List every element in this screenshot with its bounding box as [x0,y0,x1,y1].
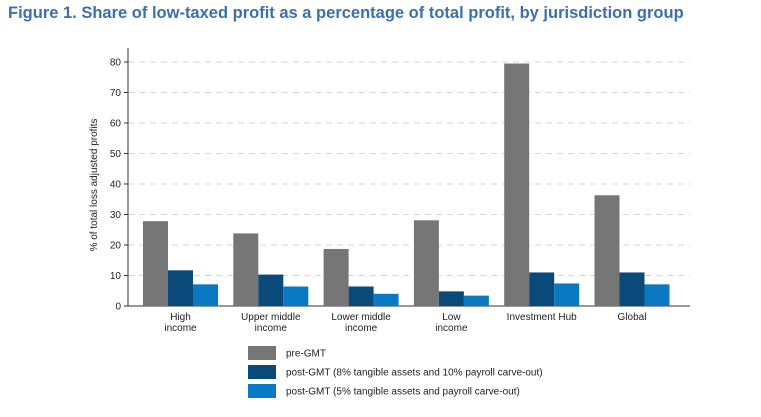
bar [283,286,309,306]
x-tick-label: Lower middle income [331,312,391,334]
bars [143,63,670,307]
y-tick-label: 70 [110,88,122,99]
legend-swatch [248,384,276,398]
chart-title: Figure 1. Share of low-taxed profit as a… [8,4,684,22]
bar [529,272,555,306]
bar [438,291,464,306]
y-tick-label: 60 [110,119,122,130]
x-tick-label: High income [164,312,197,334]
bar [323,248,349,306]
legend: pre-GMT post-GMT (8% tangible assets and … [248,346,543,398]
bar [463,295,489,306]
legend-label: post-GMT (8% tangible assets and 10% pay… [286,368,543,379]
legend-swatch [248,346,276,360]
bar [619,272,645,306]
legend-label: post-GMT (5% tangible assets and payroll… [286,387,520,398]
y-tick-label: 50 [110,149,122,160]
bar [193,284,218,306]
x-tick-label: Upper middle income [241,312,301,334]
y-tick-label: 10 [110,271,122,282]
bar [233,233,259,306]
x-tick-label: Global [618,312,647,323]
y-tick-label: 0 [115,302,121,313]
y-axis-label: % of total loss adjusted profits [89,119,100,252]
y-tick-label: 20 [110,241,122,252]
bar [504,63,530,307]
bar [413,220,439,306]
x-tick-label: Low income [435,312,468,334]
legend-swatch [248,365,276,379]
y-tick-label: 80 [110,58,122,69]
y-tick-label: 40 [110,180,122,191]
bar [348,286,374,306]
bar [644,284,670,306]
bar [373,293,399,306]
gridlines [128,61,690,276]
bar [554,283,580,306]
bar [168,270,193,306]
x-tick-label: Investment Hub [507,312,577,323]
bar [594,195,620,306]
bar [143,221,168,306]
x-axis-labels: High income Upper middle income Lower middle… [164,312,646,334]
y-tick-label: 30 [110,210,122,221]
bar [258,274,284,306]
legend-label: pre-GMT [286,349,326,360]
